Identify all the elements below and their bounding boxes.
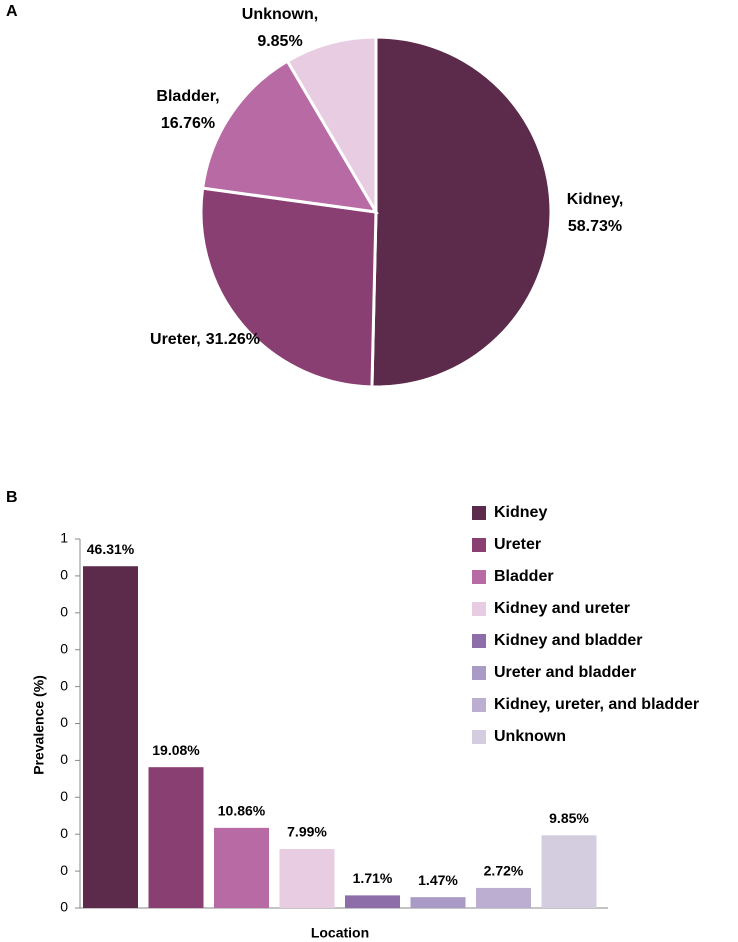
legend-swatch: [472, 602, 486, 616]
slice-value-label: 16.76%: [161, 115, 215, 132]
x-axis-title: Location: [311, 925, 369, 941]
bar: [148, 767, 204, 908]
legend-swatch: [472, 730, 486, 744]
pie-slice: [200, 59, 379, 214]
bar-value-label: 7.99%: [287, 824, 327, 840]
pie-slice: [285, 35, 378, 218]
bar-value-label: 9.85%: [549, 810, 589, 826]
y-tick-label: 0: [60, 788, 68, 804]
y-tick-label: 0: [60, 567, 68, 583]
bar: [83, 566, 138, 908]
slice-category: Ureter,: [150, 331, 201, 348]
legend-label: Kidney: [494, 504, 547, 521]
y-axis-title: Prevalence (%): [31, 675, 47, 775]
legend-swatch: [472, 538, 486, 552]
bar-value-label: 19.08%: [152, 742, 200, 758]
y-tick-label: 0: [60, 899, 68, 915]
pie-slice: [199, 186, 378, 389]
panel-label: B: [6, 489, 18, 506]
legend-label: Kidney and bladder: [494, 632, 642, 649]
legend-swatch: [472, 634, 486, 648]
legend-label: Unknown: [494, 728, 566, 745]
bar-value-label: 1.47%: [418, 872, 458, 888]
bar: [214, 827, 269, 908]
bar: [345, 895, 400, 908]
slice-value-label: 9.85%: [257, 33, 302, 50]
slice-value-label: 31.26%: [206, 331, 260, 348]
pie-slice: [370, 35, 553, 389]
bar: [476, 887, 531, 908]
bar-value-label: 46.31%: [87, 541, 135, 557]
slice-value-label: 58.73%: [568, 218, 622, 235]
y-tick-label: 1: [60, 530, 68, 546]
legend-label: Ureter: [494, 536, 541, 553]
legend-label: Kidney, ureter, and bladder: [494, 696, 699, 713]
y-tick-label: 0: [60, 677, 68, 693]
slice-label: Bladder, 16.76%: [156, 88, 219, 132]
y-tick-label: 0: [60, 604, 68, 620]
slice-label: Ureter, 31.26%: [150, 331, 260, 348]
bar-value-label: 2.72%: [484, 863, 524, 879]
slice-category: Kidney,: [567, 191, 624, 208]
legend-swatch: [472, 506, 486, 520]
bar: [279, 849, 335, 908]
bar-value-label: 1.71%: [353, 870, 393, 886]
slice-label: Kidney, 58.73%: [567, 191, 624, 235]
bar: [541, 835, 597, 908]
bar-value-label: 10.86%: [218, 803, 266, 819]
y-tick-label: 0: [60, 862, 68, 878]
y-tick-label: 0: [60, 751, 68, 767]
slice-category: Unknown,: [242, 6, 318, 23]
bar: [410, 897, 466, 908]
legend-label: Ureter and bladder: [494, 664, 636, 681]
panel-label: A: [6, 3, 18, 20]
y-tick-label: 0: [60, 640, 68, 656]
slice-category: Bladder,: [156, 88, 219, 105]
legend-swatch: [472, 570, 486, 584]
legend-label: Bladder: [494, 568, 554, 585]
y-tick-label: 0: [60, 825, 68, 841]
slice-label: Unknown, 9.85%: [242, 6, 318, 50]
legend-swatch: [472, 698, 486, 712]
y-tick-label: 0: [60, 714, 68, 730]
legend-label: Kidney and ureter: [494, 600, 630, 617]
legend-swatch: [472, 666, 486, 680]
